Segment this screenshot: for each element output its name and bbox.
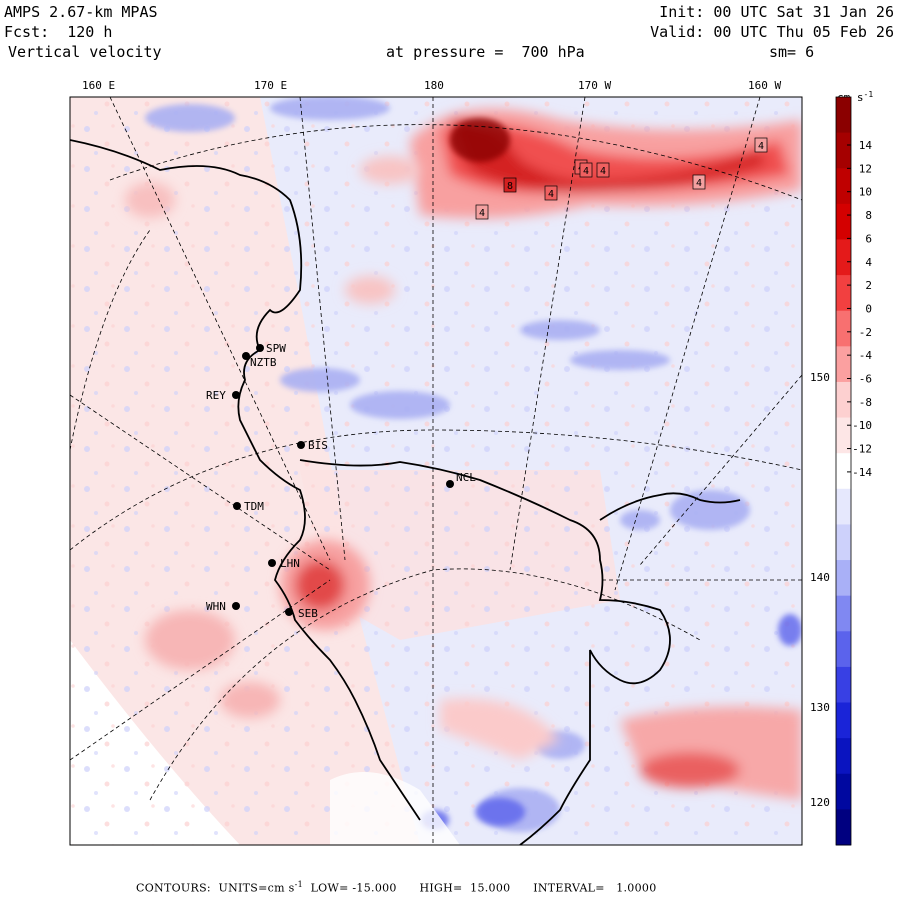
colorbar-tick-label: -14: [852, 466, 872, 479]
colorbar-tick-label: 14: [859, 139, 873, 152]
footer-high: HIGH= 15.000: [419, 881, 511, 895]
contour-label: 4: [758, 141, 764, 152]
graticule: [70, 97, 802, 845]
lat-label: 130 W: [810, 701, 843, 714]
lat-label: 120 W: [810, 796, 843, 809]
vertical-velocity-field: [70, 97, 802, 845]
contour-label: 8: [507, 181, 513, 192]
colorbar-swatch: [836, 203, 851, 240]
forecast-hour: Fcst: 120 h: [4, 23, 113, 41]
station-label: TDM: [244, 500, 264, 513]
contour-label: 4: [479, 208, 485, 219]
colorbar-tick-label: 12: [859, 162, 872, 175]
ascent-blob-lhn: [125, 156, 420, 718]
station-label: NCL: [456, 471, 476, 484]
colorbar-swatch: [836, 560, 851, 597]
lon-label: 160 E: [82, 79, 115, 92]
footer-contours: CONTOURS: UNITS=cm s-1 LOW= -15.000 HIGH…: [136, 880, 657, 895]
colorbar-tick-label: 0: [865, 302, 872, 315]
colorbar-swatch: [836, 97, 851, 134]
lat-label: 140 W: [810, 571, 843, 584]
station-label: BIS: [308, 439, 328, 452]
station-marker: [297, 441, 305, 449]
model-title: AMPS 2.67-km MPAS: [4, 3, 158, 21]
colorbar-units-exp: -1: [864, 90, 874, 99]
colorbar-tick-label: 10: [859, 186, 872, 199]
colorbar-swatch: [836, 310, 851, 347]
colorbar-swatch: [836, 132, 851, 169]
station-label: NZTB: [250, 356, 277, 369]
colorbar-swatch: [836, 168, 851, 205]
colorbar-tick-label: -12: [852, 443, 872, 456]
station-marker: [256, 344, 264, 352]
station-label: SEB: [298, 607, 318, 620]
colorbar-swatch: [836, 381, 851, 419]
colorbar-swatch: [836, 738, 851, 775]
station-marker: [232, 602, 240, 610]
station-marker: [268, 559, 276, 567]
colorbar-swatch: [836, 809, 851, 846]
contour-label: 4: [583, 166, 589, 177]
station-marker: [233, 502, 241, 510]
colorbar-tick-label: 6: [865, 232, 872, 245]
colorbar-swatch: [836, 239, 851, 276]
station-label: LHN: [280, 557, 300, 570]
colorbar-tick-label: -6: [859, 373, 872, 386]
footer-interval: INTERVAL= 1.0000: [533, 881, 657, 895]
footer-low: LOW= -15.000: [310, 881, 397, 895]
colorbar-swatch: [836, 346, 851, 383]
colorbar-tick-label: 2: [865, 279, 872, 292]
stations: SPW NZTB REY BIS NCL TDM LHN WHN SEB: [206, 342, 476, 620]
colorbar-swatch: [836, 702, 851, 739]
lon-label: 160 W: [748, 79, 781, 92]
coastline: [70, 139, 741, 845]
footer-units: CONTOURS: UNITS=cm s: [136, 881, 295, 895]
colorbar-tick-label: -8: [859, 396, 872, 409]
station-label: WHN: [206, 600, 226, 613]
latitude-labels: 150 W 140 W 130 W 120 W: [808, 371, 843, 809]
contour-label: 4: [696, 178, 702, 189]
colorbar-swatch: [836, 524, 851, 561]
colorbar-swatch: [836, 773, 851, 810]
lat-label: 150 W: [810, 371, 843, 384]
colorbar-swatch: [836, 666, 851, 704]
longitude-labels: 160 E 170 E 180 170 W 160 W: [82, 79, 781, 92]
valid-time: Valid: 00 UTC Thu 05 Feb 26: [650, 23, 894, 41]
contour-label: 4: [600, 166, 606, 177]
init-time: Init: 00 UTC Sat 31 Jan 26: [659, 3, 894, 21]
contour-label: 4: [548, 189, 554, 200]
lon-label: 170 W: [578, 79, 611, 92]
colorbar-swatch: [836, 417, 851, 454]
contour-labels: 4 4 4 4 4 4 4 8: [475, 137, 768, 220]
pressure-level: at pressure = 700 hPa: [386, 43, 585, 61]
colorbar-tick-label: 4: [865, 256, 872, 269]
colorbar-swatch: [836, 595, 851, 632]
colorbar-swatch: [836, 488, 851, 525]
station-label: SPW: [266, 342, 286, 355]
lon-label: 170 E: [254, 79, 287, 92]
footer-units-exp: -1: [294, 880, 303, 889]
colorbar-tick-label: -10: [852, 419, 872, 432]
station-marker: [242, 352, 250, 360]
station-label: REY: [206, 389, 226, 402]
colorbar-swatch: [836, 453, 851, 490]
colorbar-swatch: [836, 631, 851, 668]
station-marker: [285, 608, 293, 616]
lon-label: 180: [424, 79, 444, 92]
station-marker: [232, 391, 240, 399]
colorbar-tick-label: -4: [859, 349, 873, 362]
smoothing-value: sm= 6: [769, 43, 815, 61]
colorbar-tick-label: 8: [865, 209, 872, 222]
colorbar-swatch: [836, 275, 851, 312]
map-border: [69, 96, 803, 846]
variable-name: Vertical velocity: [8, 43, 162, 61]
colorbar-tick-label: -2: [859, 326, 872, 339]
station-marker: [446, 480, 454, 488]
